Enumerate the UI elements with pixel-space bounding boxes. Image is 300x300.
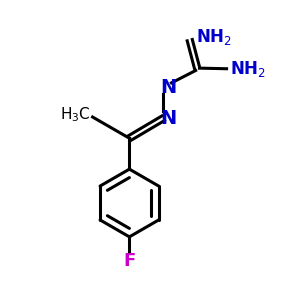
Text: N: N	[160, 109, 177, 128]
Text: NH$_2$: NH$_2$	[230, 59, 266, 79]
Text: N: N	[160, 78, 177, 97]
Text: NH$_2$: NH$_2$	[196, 27, 232, 46]
Text: F: F	[123, 252, 136, 270]
Text: H$_3$C: H$_3$C	[59, 105, 90, 124]
